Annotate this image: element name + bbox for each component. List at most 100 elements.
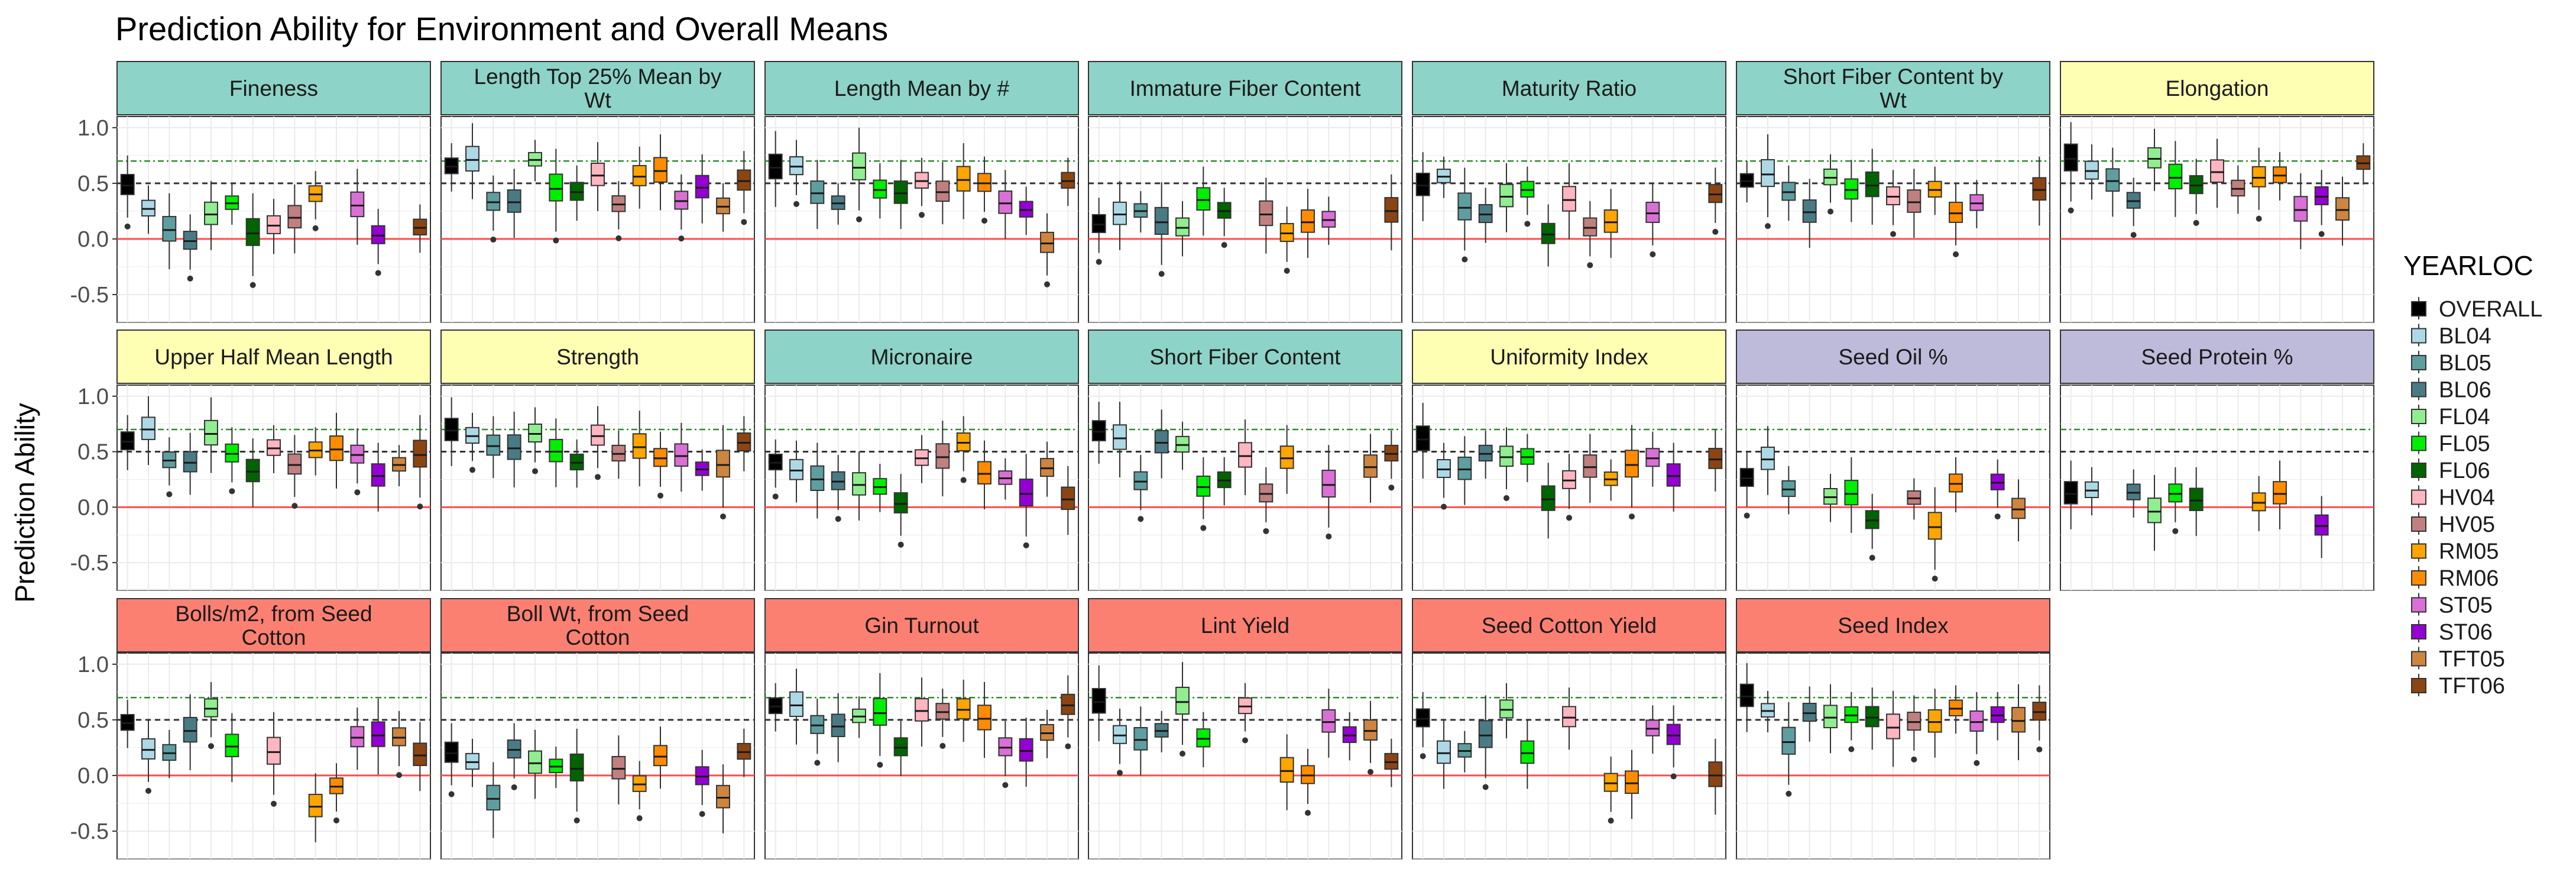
box-bl04 (465, 412, 479, 473)
facet-panel: Uniformity Index (1412, 329, 1726, 591)
box-st06 (371, 209, 385, 276)
box-body (1040, 231, 1054, 253)
box-bl06 (831, 693, 845, 763)
box-bl05 (1133, 706, 1148, 776)
box-body (225, 443, 239, 463)
box-st05 (674, 422, 689, 492)
outlier-point (573, 817, 580, 823)
box-body (1113, 201, 1127, 225)
box-body (1301, 209, 1315, 233)
facet-title: Maturity Ratio (1502, 76, 1637, 101)
box-hv05 (611, 735, 626, 805)
box-body (893, 492, 908, 513)
box-hv04 (267, 425, 281, 473)
box-hv04 (1562, 454, 1576, 521)
outlier-point (741, 219, 747, 225)
box-body (831, 471, 845, 490)
facet-strip (1412, 598, 1726, 652)
box-body (162, 216, 177, 242)
box-body (1457, 192, 1472, 221)
box-body (444, 741, 459, 763)
box-rm05 (308, 773, 323, 842)
box-body (392, 727, 406, 747)
box-body (653, 745, 668, 767)
box-body (569, 182, 584, 201)
outlier-point (1158, 270, 1165, 277)
box-tft06 (1061, 675, 1075, 750)
outlier-point (1065, 743, 1071, 750)
box-body (998, 190, 1013, 214)
box-body (329, 435, 344, 461)
box-body (1478, 203, 1493, 224)
box-st05 (1645, 705, 1660, 754)
y-tick-label: -0.5 (70, 551, 109, 576)
box-hv05 (611, 181, 626, 241)
outlier-point (720, 513, 726, 520)
box-body (1019, 738, 1033, 762)
outlier-point (1200, 525, 1207, 531)
box-body (2011, 706, 2026, 733)
box-overall (120, 700, 135, 748)
box-fl05 (1196, 712, 1211, 767)
box-body (141, 416, 155, 440)
box-fl04 (204, 681, 218, 750)
outlier-point (595, 474, 601, 480)
box-body (350, 191, 365, 218)
box-body (737, 169, 751, 191)
box-body (549, 438, 563, 463)
facet-title: Seed Cotton Yield (1482, 613, 1657, 638)
box-body (1739, 468, 1754, 487)
box-fl04 (2147, 474, 2162, 551)
box-body (1061, 486, 1075, 511)
facet-strip (116, 598, 431, 652)
facet-strip (764, 329, 1079, 384)
box-bl05 (1457, 436, 1472, 505)
box-body (873, 697, 887, 726)
box-st06 (1666, 442, 1681, 512)
outlier-point (1138, 516, 1144, 522)
box-rm06 (653, 726, 668, 789)
box-body (1196, 728, 1211, 748)
outlier-point (354, 489, 361, 496)
box-body (789, 458, 803, 480)
box-overall (768, 439, 783, 500)
outlier-point (2036, 746, 2043, 752)
legend-label: TFT05 (2439, 647, 2505, 672)
outlier-point (553, 237, 559, 244)
box-body (2210, 159, 2224, 183)
box-body (1279, 757, 1294, 783)
box-body (1363, 454, 1378, 478)
box-body (507, 434, 521, 460)
box-body (1196, 187, 1211, 211)
box-bl05 (810, 699, 825, 766)
y-tick-label: 0.5 (77, 708, 109, 733)
box-body (716, 450, 730, 478)
box-rm06 (2273, 152, 2287, 201)
box-bl06 (2126, 177, 2141, 238)
box-fl05 (2168, 467, 2183, 534)
box-rm05 (308, 171, 323, 231)
box-bl04 (1761, 134, 1775, 230)
box-body (1802, 703, 1817, 722)
box-st06 (1019, 718, 1033, 787)
box-body (632, 433, 647, 459)
box-overall (2063, 460, 2078, 529)
box-fl04 (852, 127, 866, 222)
outlier-point (1441, 503, 1447, 510)
outlier-point (1117, 770, 1123, 776)
outlier-point (1744, 512, 1750, 519)
box-tft06 (1708, 738, 1723, 815)
box-body (1645, 448, 1660, 467)
box-bl05 (810, 160, 825, 229)
legend-key (2411, 355, 2426, 370)
box-body (1321, 709, 1336, 733)
box-fl06 (893, 721, 908, 777)
box-fl06 (1865, 148, 1880, 225)
outlier-point (417, 503, 423, 510)
outlier-point (960, 477, 967, 483)
box-body (2251, 166, 2266, 188)
facet-title: Cotton (565, 625, 630, 650)
box-st06 (695, 750, 709, 818)
box-body (935, 443, 950, 469)
